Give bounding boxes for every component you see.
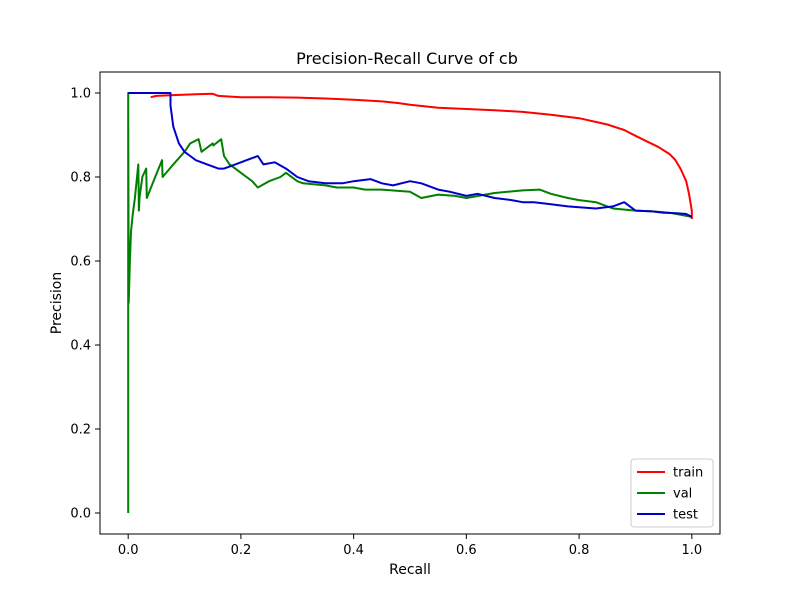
legend: train val test <box>630 458 714 528</box>
y-axis: 0.0 0.2 0.4 0.6 0.8 1.0 <box>70 87 100 522</box>
x-tick-label: 0.0 <box>118 543 139 558</box>
legend-label-test: test <box>673 508 698 523</box>
y-tick-label: 0.0 <box>70 507 91 522</box>
x-axis-label: Recall <box>389 562 431 578</box>
y-tick-label: 1.0 <box>70 87 91 102</box>
legend-label-train: train <box>673 466 703 481</box>
legend-label-val: val <box>673 487 692 502</box>
plot-frame <box>99 71 721 535</box>
y-tick-label: 0.6 <box>70 255 91 270</box>
series-layer <box>127 92 693 513</box>
y-tick-label: 0.4 <box>70 339 91 354</box>
series-line-train <box>150 92 693 219</box>
y-tick-label: 0.2 <box>70 423 91 438</box>
y-tick-label: 0.8 <box>70 171 91 186</box>
series-line-test <box>128 92 693 218</box>
series-line-val <box>127 92 692 513</box>
x-axis: 0.0 0.2 0.4 0.6 0.8 1.0 <box>118 534 702 558</box>
x-tick-label: 0.4 <box>343 543 364 558</box>
legend-box <box>630 458 714 528</box>
x-tick-label: 0.2 <box>231 543 252 558</box>
x-tick-label: 0.8 <box>569 543 590 558</box>
chart-title: Precision-Recall Curve of cb <box>296 49 518 68</box>
y-axis-label: Precision <box>49 272 65 334</box>
x-tick-label: 0.6 <box>456 543 477 558</box>
x-tick-label: 1.0 <box>681 543 702 558</box>
